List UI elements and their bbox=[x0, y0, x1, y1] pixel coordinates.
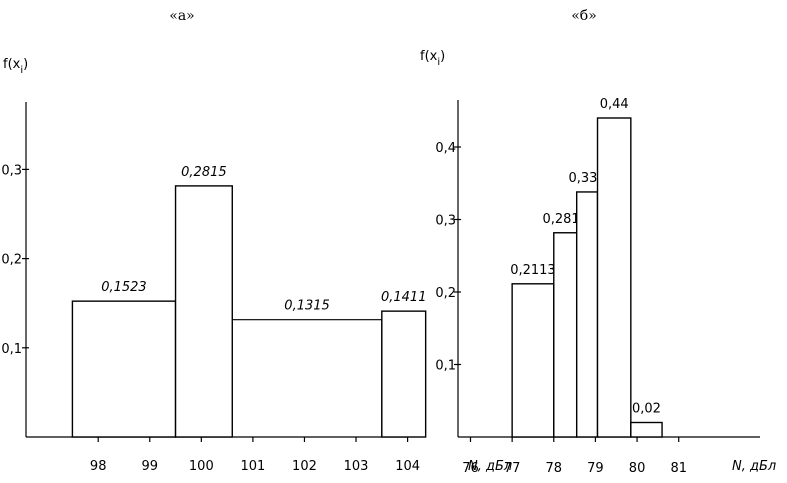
y-tick-label: 0,4 bbox=[435, 141, 456, 156]
x-tick-label: 100 bbox=[189, 459, 214, 474]
bar-value-label: 0,1523 bbox=[101, 280, 147, 295]
y-tick-label: 0,2 bbox=[1, 253, 22, 268]
x-tick-label: 77 bbox=[504, 461, 521, 476]
bar bbox=[71, 300, 177, 438]
bar-value-label: 0,44 bbox=[600, 97, 629, 112]
y-tick-label: 0,3 bbox=[1, 163, 22, 178]
panel-title: «а» bbox=[169, 8, 194, 24]
bar-value-label: 0,1315 bbox=[284, 299, 330, 314]
bar-value-label: 0,2113 bbox=[510, 263, 556, 278]
x-tick-label: 101 bbox=[240, 459, 265, 474]
x-tick-label: 79 bbox=[587, 461, 604, 476]
y-axis-label: f(xi) bbox=[420, 49, 445, 68]
bar bbox=[630, 421, 663, 438]
y-tick-label: 0,2 bbox=[435, 286, 456, 301]
bar-value-label: 0,02 bbox=[632, 402, 661, 417]
x-axis-label: N, дБл bbox=[732, 459, 776, 474]
bar bbox=[511, 283, 555, 438]
y-axis-label: f(xi) bbox=[3, 57, 28, 76]
bar-value-label: 0,1411 bbox=[381, 290, 427, 305]
panel-b: «б» f(xi) 0,1 0,2 0,3 0,4 76 77 78 79 80 81 N, дБл 0,… bbox=[420, 8, 776, 476]
bar bbox=[596, 117, 632, 438]
x-tick-label: 103 bbox=[344, 459, 369, 474]
x-tick-label: 98 bbox=[90, 459, 107, 474]
x-tick-label: 80 bbox=[629, 461, 646, 476]
x-tick-label: 76 bbox=[462, 461, 479, 476]
x-axis-label: N, дБл bbox=[468, 459, 512, 474]
x-tick-label: 102 bbox=[292, 459, 317, 474]
x-tick-label: 78 bbox=[546, 461, 563, 476]
panel-title: «б» bbox=[571, 8, 597, 24]
x-tick-label: 81 bbox=[670, 461, 687, 476]
y-tick-label: 0,1 bbox=[1, 342, 22, 357]
bar bbox=[575, 191, 599, 438]
panel-a: «а» f(xi) 0,1 0,2 0,3 98 99 100 101 102 103 104 N, д… bbox=[1, 8, 512, 474]
bar bbox=[553, 232, 578, 438]
bar-value-label: 0,2815 bbox=[181, 165, 227, 180]
bar bbox=[174, 185, 233, 438]
bar-value-label: 0,338 bbox=[568, 171, 605, 186]
y-tick-label: 0,3 bbox=[435, 214, 456, 229]
y-tick-label: 0,1 bbox=[435, 359, 456, 374]
x-tick-label: 104 bbox=[395, 459, 420, 474]
bar bbox=[381, 310, 427, 438]
x-tick-label: 99 bbox=[141, 459, 158, 474]
